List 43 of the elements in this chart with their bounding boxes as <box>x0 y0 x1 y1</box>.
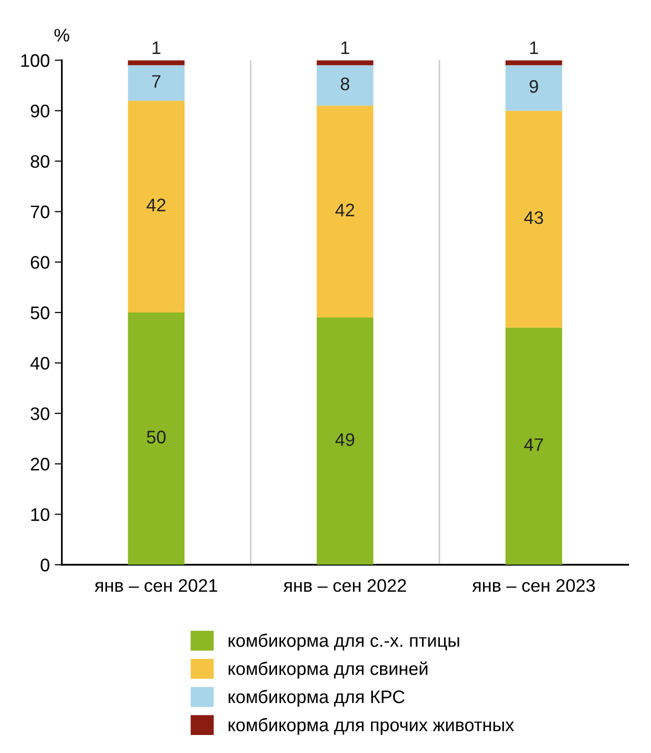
data-label: 43 <box>524 211 544 224</box>
y-tick-label: 100 <box>21 54 50 67</box>
y-tick-label: 80 <box>30 155 50 168</box>
y-tick-label: 90 <box>30 104 50 118</box>
bar <box>316 60 374 66</box>
bar <box>506 110 562 328</box>
y-tick-label: 20 <box>30 458 50 471</box>
data-label: 1 <box>530 42 538 54</box>
bar <box>316 106 374 318</box>
data-label: 42 <box>146 198 166 212</box>
legend-label: комбикорма для прочих животных <box>228 718 514 735</box>
bar <box>128 65 185 101</box>
data-label: 1 <box>341 42 350 54</box>
legend-label: комбикорма для КРС <box>228 690 404 707</box>
bar <box>506 65 562 111</box>
x-tick-label: янв – сен 2022 <box>283 579 406 592</box>
data-label: 7 <box>152 75 160 88</box>
data-label: 49 <box>335 433 354 446</box>
y-tick-label: 60 <box>30 256 50 269</box>
y-tick-label: 10 <box>31 508 50 522</box>
bar <box>128 60 185 66</box>
bar <box>506 328 562 565</box>
data-label: 8 <box>340 78 350 90</box>
data-label: 42 <box>335 204 354 216</box>
bar <box>316 318 374 565</box>
bar <box>506 60 562 66</box>
y-tick-label: 30 <box>30 407 50 420</box>
data-label: 9 <box>530 80 538 93</box>
data-label: 1 <box>152 42 160 54</box>
data-label: 47 <box>524 438 543 451</box>
x-tick-label: янв – сен 2021 <box>94 579 218 592</box>
y-tick-label: 40 <box>30 356 50 370</box>
y-tick-label: 50 <box>30 306 50 320</box>
y-tick-label: 70 <box>30 206 50 218</box>
bar <box>128 100 185 312</box>
y-axis-title: % <box>54 28 70 42</box>
y-tick-label: 0 <box>40 558 50 572</box>
data-label: 50 <box>146 430 166 444</box>
bar <box>316 65 374 106</box>
bar <box>128 312 185 565</box>
x-tick-label: янв – сен 2023 <box>472 579 595 592</box>
legend-label: комбикорма для с.-х. птицы <box>228 634 460 651</box>
legend-label: комбикорма для свиней <box>228 662 428 679</box>
